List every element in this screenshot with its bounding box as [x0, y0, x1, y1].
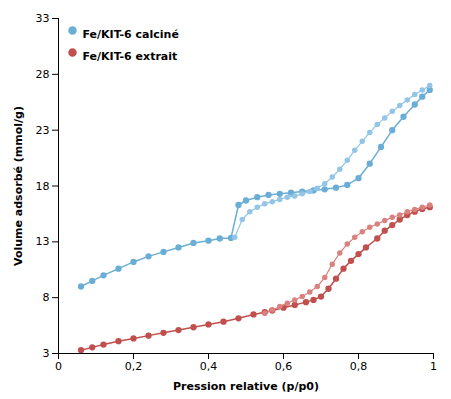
svg-text:Volume adsorbé (mmol/g): Volume adsorbé (mmol/g) — [12, 106, 25, 266]
svg-text:0: 0 — [55, 360, 62, 373]
svg-text:Fe/KIT-6 calciné: Fe/KIT-6 calciné — [83, 28, 179, 41]
svg-text:28: 28 — [36, 68, 50, 81]
svg-text:3: 3 — [43, 347, 50, 360]
svg-text:18: 18 — [36, 180, 50, 193]
svg-text:23: 23 — [36, 124, 50, 137]
svg-text:0,4: 0,4 — [200, 360, 218, 373]
svg-text:33: 33 — [36, 12, 50, 25]
svg-text:Fe/KIT-6 extrait: Fe/KIT-6 extrait — [83, 50, 178, 63]
svg-text:13: 13 — [36, 235, 50, 248]
svg-text:0,6: 0,6 — [275, 360, 293, 373]
svg-text:0,8: 0,8 — [350, 360, 368, 373]
svg-text:1: 1 — [430, 360, 437, 373]
svg-text:0,2: 0,2 — [125, 360, 143, 373]
svg-text:8: 8 — [43, 291, 50, 304]
svg-text:Pression relative (p/p0): Pression relative (p/p0) — [173, 380, 319, 393]
